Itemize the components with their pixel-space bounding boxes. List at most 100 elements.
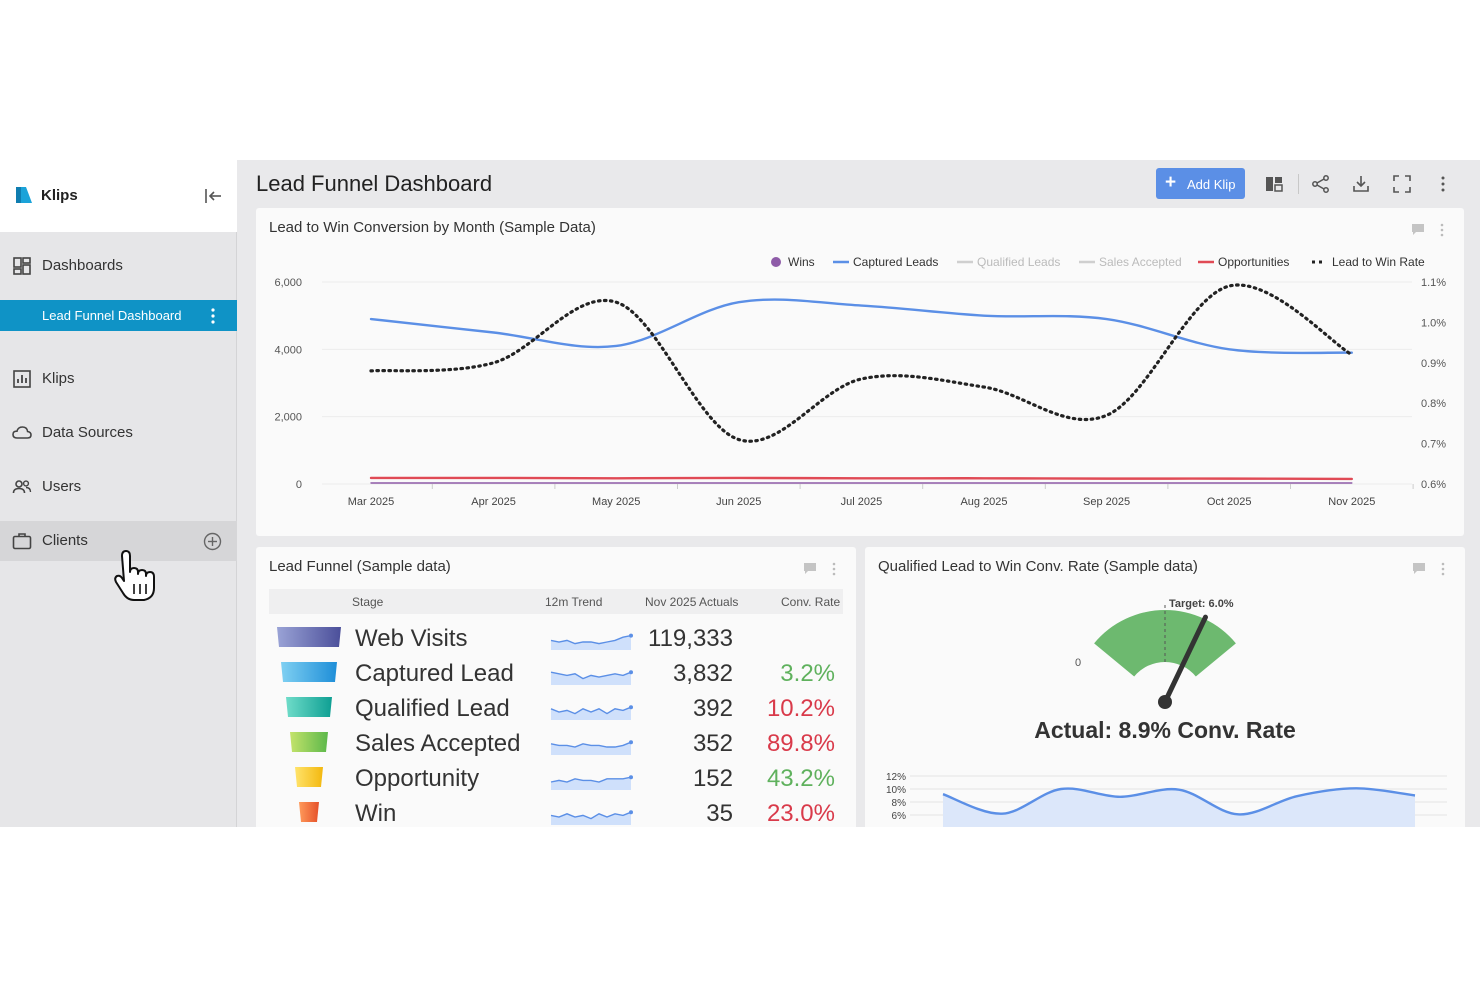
- funnel-stage-shape: [277, 627, 341, 647]
- sidebar-item-lead-funnel-dashboard[interactable]: Lead Funnel Dashboard: [0, 300, 237, 331]
- table-header: Stage 12m Trend Nov 2025 Actuals Conv. R…: [269, 589, 843, 614]
- sidebar-item-label: Lead Funnel Dashboard: [42, 308, 182, 323]
- sidebar: Klips Dashboards Lead Funnel Dashboard: [0, 160, 237, 827]
- stage-name: Sales Accepted: [355, 730, 521, 757]
- comment-icon[interactable]: [804, 563, 816, 574]
- actual-value: 352: [692, 730, 733, 757]
- sidebar-item-klips[interactable]: Klips: [0, 359, 237, 399]
- stage-name: Opportunity: [355, 765, 480, 792]
- sidebar-item-dashboards[interactable]: Dashboards: [0, 246, 237, 286]
- x-tick-label: Oct 2025: [1207, 496, 1252, 508]
- users-icon: [12, 480, 32, 494]
- legend-label: Wins: [788, 255, 815, 269]
- conversion-rate: 3.2%: [780, 660, 835, 687]
- more-vertical-icon[interactable]: [1440, 223, 1444, 227]
- y-tick-label-left: 6,000: [274, 277, 302, 289]
- stage-name: Win: [355, 800, 397, 827]
- klip-actions: [1413, 562, 1445, 576]
- y-tick-label-left: 2,000: [274, 412, 302, 424]
- trend-sparkline: [550, 810, 633, 825]
- more-vertical-icon[interactable]: [832, 562, 836, 566]
- column-header-conv-rate: Conv. Rate: [781, 595, 841, 609]
- y-tick-label: 12%: [886, 772, 906, 783]
- gauge-value-label: Actual: 8.9% Conv. Rate: [1034, 717, 1296, 743]
- gauge-and-area-chart: Target: 6.0% 0 Actual: 8.9% Conv. Rate 12% 1…: [886, 598, 1447, 827]
- table-row: Web Visits 119,333: [269, 621, 843, 656]
- y-tick-label: 8%: [892, 798, 907, 809]
- fullscreen-icon[interactable]: [1392, 174, 1412, 194]
- table-row: Qualified Lead 392 10.2%: [269, 691, 843, 726]
- series-line-captured-leads: [369, 298, 1353, 355]
- y-tick-label-left: 4,000: [274, 344, 302, 356]
- main-content: Lead Funnel Dashboard + Add Klip: [238, 160, 1480, 827]
- comment-icon[interactable]: [1413, 563, 1425, 574]
- gauge-min-label: 0: [1075, 657, 1081, 669]
- funnel-stage-shape: [290, 732, 328, 752]
- x-tick-label: Sep 2025: [1083, 496, 1130, 508]
- trend-sparkline: [550, 740, 633, 755]
- area-line: [942, 787, 1416, 816]
- layout-icon[interactable]: [1264, 174, 1284, 194]
- collapse-sidebar-icon[interactable]: [202, 186, 224, 206]
- actual-value: 119,333: [648, 625, 733, 652]
- app-window: Klips Dashboards Lead Funnel Dashboard: [0, 160, 1480, 827]
- add-klip-label: Add Klip: [1187, 177, 1236, 192]
- sidebar-item-data-sources[interactable]: Data Sources: [0, 413, 237, 453]
- actual-value: 152: [692, 765, 733, 792]
- y-tick-label-right: 0.9%: [1421, 358, 1446, 370]
- share-icon[interactable]: [1311, 174, 1331, 194]
- more-vertical-icon[interactable]: [1433, 174, 1453, 194]
- conversion-rate: 43.2%: [766, 765, 835, 792]
- stage-name: Web Visits: [355, 625, 468, 652]
- sidebar-item-label: Data Sources: [42, 424, 133, 441]
- sidebar-item-users[interactable]: Users: [0, 467, 237, 507]
- y-tick-label-right: 0.6%: [1421, 479, 1446, 491]
- download-icon[interactable]: [1351, 174, 1371, 194]
- legend-label: Qualified Leads: [977, 255, 1060, 269]
- actual-value: 392: [692, 695, 733, 722]
- column-header-trend: 12m Trend: [545, 595, 603, 609]
- klip-actions: [1412, 223, 1444, 237]
- more-vertical-icon[interactable]: [1441, 562, 1445, 566]
- stage-name: Captured Lead: [355, 660, 514, 687]
- trend-sparkline: [550, 633, 633, 650]
- klip-actions: [804, 562, 836, 576]
- table-row: Sales Accepted 352 89.8%: [269, 726, 843, 761]
- y-tick-label-right: 1.0%: [1421, 317, 1446, 329]
- add-circle-icon[interactable]: [203, 532, 222, 551]
- area-fill: [943, 788, 1415, 827]
- x-tick-label: May 2025: [592, 496, 640, 508]
- comment-icon[interactable]: [1412, 224, 1424, 235]
- y-tick-label-right: 1.1%: [1421, 277, 1446, 289]
- brand-name: Klips: [41, 187, 78, 204]
- sidebar-item-label: Dashboards: [42, 257, 123, 274]
- actual-value: 35: [706, 800, 733, 827]
- briefcase-icon: [12, 533, 32, 550]
- page-title: Lead Funnel Dashboard: [256, 171, 493, 196]
- sidebar-item-label: Users: [42, 478, 82, 495]
- add-klip-button[interactable]: + Add Klip: [1156, 168, 1245, 199]
- sidebar-item-clients[interactable]: Clients: [0, 521, 237, 561]
- plus-icon: +: [1165, 172, 1177, 193]
- bar-chart-icon: [13, 370, 31, 388]
- y-tick-label-right: 0.8%: [1421, 398, 1446, 410]
- conversion-rate: 89.8%: [766, 730, 835, 757]
- conversion-rate: 23.0%: [766, 800, 835, 827]
- gauge-needle-hub: [1158, 695, 1172, 709]
- funnel-stage-shape: [281, 662, 337, 682]
- y-tick-label-left: 0: [296, 479, 302, 491]
- gauge-target-label: Target: 6.0%: [1169, 598, 1234, 610]
- gauge-needle: [1162, 614, 1208, 705]
- funnel-stage-shape: [295, 767, 323, 787]
- klip-title: Lead to Win Conversion by Month (Sample …: [269, 219, 596, 236]
- klip-title: Qualified Lead to Win Conv. Rate (Sample…: [878, 558, 1198, 575]
- klips-logo-icon: [16, 187, 32, 203]
- more-vertical-icon[interactable]: [207, 307, 219, 325]
- legend-label: Captured Leads: [853, 255, 938, 269]
- series-line-opportunities: [369, 476, 1353, 481]
- table-row: Captured Lead 3,832 3.2%: [269, 656, 843, 691]
- trend-sparkline: [550, 775, 633, 790]
- funnel-stage-shape: [286, 697, 332, 717]
- x-tick-label: Mar 2025: [348, 496, 394, 508]
- legend-label: Opportunities: [1218, 255, 1289, 269]
